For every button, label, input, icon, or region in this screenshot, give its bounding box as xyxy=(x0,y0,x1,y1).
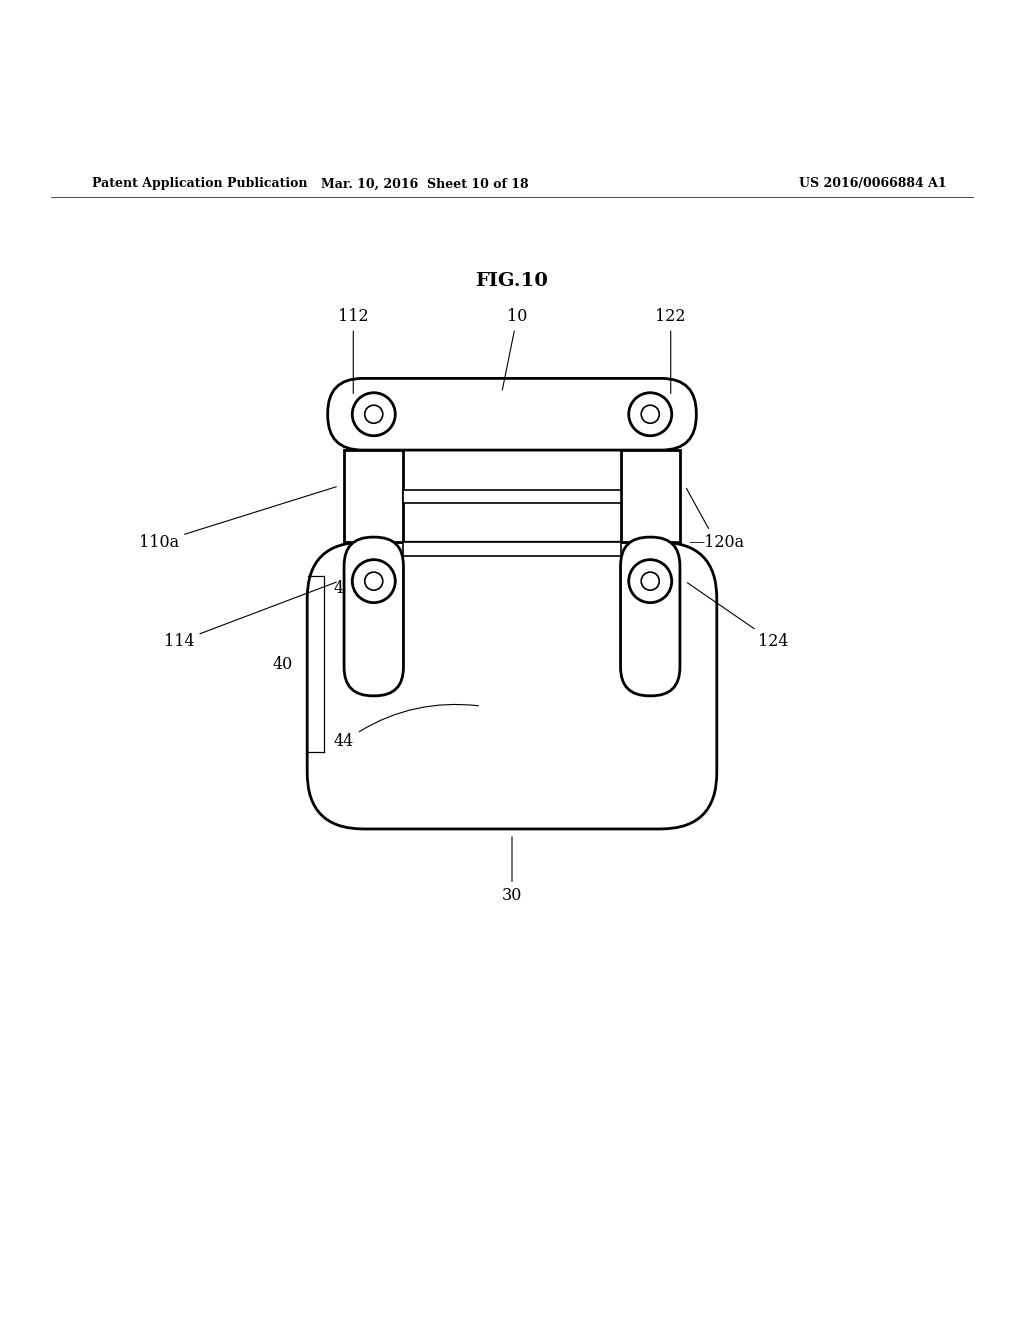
Text: 40: 40 xyxy=(272,656,293,673)
Text: 10: 10 xyxy=(503,309,527,389)
Bar xyxy=(344,450,403,543)
Circle shape xyxy=(629,560,672,603)
Text: 42: 42 xyxy=(334,579,354,597)
Bar xyxy=(621,450,680,543)
Text: 44: 44 xyxy=(334,705,478,750)
Circle shape xyxy=(641,405,659,424)
FancyBboxPatch shape xyxy=(307,543,717,829)
Text: Mar. 10, 2016  Sheet 10 of 18: Mar. 10, 2016 Sheet 10 of 18 xyxy=(322,177,528,190)
Text: Patent Application Publication: Patent Application Publication xyxy=(92,177,307,190)
FancyBboxPatch shape xyxy=(344,537,403,696)
Circle shape xyxy=(641,572,659,590)
Circle shape xyxy=(352,560,395,603)
FancyBboxPatch shape xyxy=(328,379,696,450)
Circle shape xyxy=(365,572,383,590)
Bar xyxy=(403,543,621,556)
Text: 114: 114 xyxy=(164,582,336,649)
Text: US 2016/0066884 A1: US 2016/0066884 A1 xyxy=(799,177,946,190)
Text: 30: 30 xyxy=(502,837,522,904)
Bar xyxy=(403,490,621,503)
Text: 110a: 110a xyxy=(139,487,336,550)
Text: 122: 122 xyxy=(655,309,686,393)
Circle shape xyxy=(352,393,395,436)
Text: —120a: —120a xyxy=(686,488,744,550)
Text: 112: 112 xyxy=(338,309,369,393)
Circle shape xyxy=(365,405,383,424)
Text: FIG.10: FIG.10 xyxy=(475,272,549,290)
FancyBboxPatch shape xyxy=(621,537,680,696)
Circle shape xyxy=(629,393,672,436)
Text: 124: 124 xyxy=(687,582,788,649)
